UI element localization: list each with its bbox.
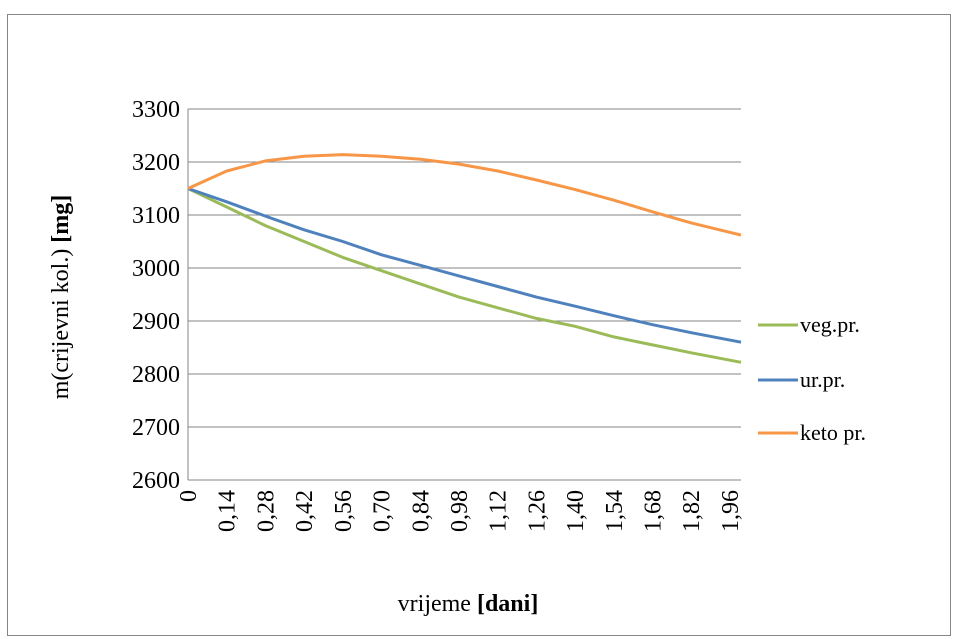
series-line-keto-pr [187, 153, 742, 237]
y-axis-title: m(crijevni kol.) [mg] [48, 195, 74, 400]
x-axis-ticks: 0 0,14 0,28 0,42 0,56 0,70 0,84 0,98 1,12 1,26 1,4… [176, 490, 744, 532]
y-tick-label: 2600 [132, 468, 180, 494]
legend-label: veg.pr. [800, 312, 860, 337]
x-axis-title-text: vrijeme [398, 591, 477, 617]
series-lines [187, 153, 742, 364]
x-axis-title: vrijeme [dani] [398, 591, 539, 617]
series-line-veg-pr [187, 187, 742, 364]
x-tick-label: 0,84 [408, 490, 434, 532]
line-chart: 2600 2700 2800 2900 3000 3100 3200 3300 0 0,14 0,… [48, 97, 866, 617]
x-tick-label: 0,70 [370, 490, 396, 532]
y-tick-label: 2900 [132, 309, 180, 335]
x-tick-label: 0,42 [292, 490, 318, 532]
y-axis-ticks: 2600 2700 2800 2900 3000 3100 3200 3300 [132, 97, 180, 494]
legend-label: ur.pr. [800, 367, 845, 392]
legend-label: keto pr. [800, 420, 866, 445]
x-tick-label: 1,40 [563, 490, 589, 532]
x-tick-label: 0,56 [331, 490, 357, 532]
y-tick-label: 2700 [132, 415, 180, 441]
chart-frame: 2600 2700 2800 2900 3000 3100 3200 3300 0 0,14 0,… [7, 14, 951, 636]
legend-item: keto pr. [758, 420, 866, 445]
y-tick-label: 3200 [132, 150, 180, 176]
series-line-ur-pr [187, 187, 742, 344]
gridlines [188, 108, 741, 428]
y-tick-label: 2800 [132, 362, 180, 388]
x-tick-label: 0,98 [447, 490, 473, 532]
x-tick-label: 1,96 [718, 490, 744, 532]
x-axis-title-unit: [dani] [477, 591, 538, 617]
y-tick-label: 3300 [132, 97, 180, 123]
legend-item: ur.pr. [758, 367, 845, 392]
y-tick-label: 3100 [132, 203, 180, 229]
x-tick-label: 1,82 [679, 490, 705, 532]
y-tick-label: 3000 [132, 256, 180, 282]
x-tick-label: 1,12 [486, 490, 512, 532]
y-axis-title-text: m(crijevni kol.) [48, 243, 74, 400]
y-axis-title-unit: [mg] [48, 195, 74, 243]
x-tick-label: 0 [176, 490, 202, 502]
x-tick-label: 0,14 [215, 490, 241, 532]
legend-item: veg.pr. [758, 312, 860, 337]
x-tick-label: 1,26 [524, 490, 550, 532]
legend: veg.pr. ur.pr. keto pr. [758, 312, 866, 445]
x-tick-label: 1,54 [602, 490, 628, 532]
x-tick-label: 1,68 [641, 490, 667, 532]
x-tick-label: 0,28 [253, 490, 279, 532]
axes [187, 109, 741, 481]
